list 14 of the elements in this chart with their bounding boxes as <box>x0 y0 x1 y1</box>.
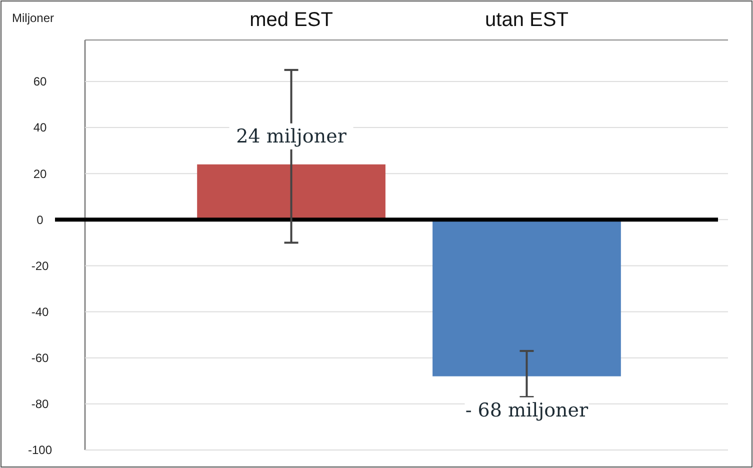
x-tick-label: med EST <box>250 9 333 31</box>
y-tick-label: -20 <box>31 258 49 273</box>
data-label: - 68 miljoner <box>465 399 590 422</box>
y-tick-label: -40 <box>31 305 49 319</box>
y-tick-label: -100 <box>28 443 52 458</box>
x-tick-label: utan EST <box>485 9 568 31</box>
y-tick-label: 40 <box>33 120 47 135</box>
y-tick-label: -60 <box>31 351 49 366</box>
y-tick-label: -80 <box>31 397 49 412</box>
y-axis-title: Miljoner <box>12 11 54 25</box>
data-label: 24 miljoner <box>236 125 348 148</box>
y-tick-label: 0 <box>36 212 44 227</box>
y-tick-label: 20 <box>33 166 47 181</box>
y-tick-label: 60 <box>33 74 47 89</box>
